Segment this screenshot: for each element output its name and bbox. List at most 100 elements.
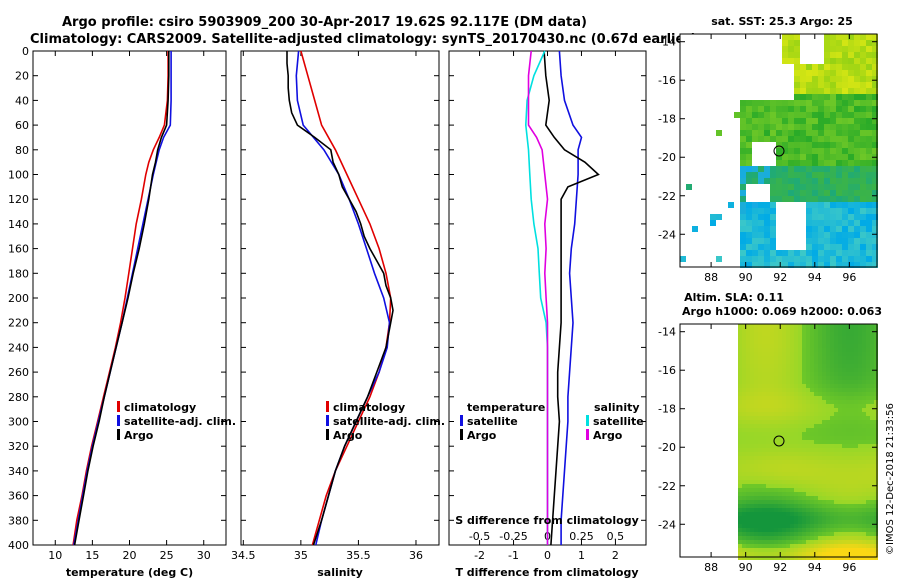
sla-cell — [830, 420, 834, 424]
sla-cell — [862, 424, 866, 428]
sla-cell — [782, 492, 786, 496]
lon-tick-label: 94 — [808, 561, 822, 574]
sst-cell — [842, 106, 848, 112]
sst-cell — [758, 250, 764, 256]
sla-cell — [866, 360, 870, 364]
sst-cell — [740, 220, 746, 226]
sst-cell — [848, 178, 854, 184]
sla-cell — [754, 448, 758, 452]
sst-cell — [794, 52, 800, 58]
sla-cell — [790, 460, 794, 464]
sla-cell — [814, 336, 818, 340]
sst-cell — [860, 238, 866, 244]
sla-cell — [874, 416, 878, 420]
sla-cell — [822, 428, 826, 432]
sst-cell — [770, 232, 776, 238]
sla-cell — [842, 556, 846, 560]
sla-cell — [850, 500, 854, 504]
sla-cell — [758, 520, 762, 524]
sla-cell — [742, 436, 746, 440]
sla-cell — [782, 364, 786, 368]
sst-cell — [740, 232, 746, 238]
sla-cell — [790, 484, 794, 488]
sla-cell — [786, 496, 790, 500]
sla-cell — [758, 484, 762, 488]
sla-cell — [858, 544, 862, 548]
sla-cell — [818, 396, 822, 400]
sst-cell — [812, 256, 818, 262]
sst-cell — [764, 226, 770, 232]
sla-cell — [866, 428, 870, 432]
sla-cell — [738, 384, 742, 388]
sst-cell — [776, 256, 782, 262]
sla-cell — [870, 460, 874, 464]
sla-cell — [746, 420, 750, 424]
sla-cell — [850, 328, 854, 332]
sla-cell — [834, 468, 838, 472]
sla-cell — [762, 480, 766, 484]
sla-cell — [770, 508, 774, 512]
sla-cell — [798, 544, 802, 548]
sst-cell — [752, 166, 758, 172]
sla-cell — [842, 532, 846, 536]
sla-cell — [790, 496, 794, 500]
sst-cell — [806, 262, 812, 268]
x-tick-label: 1 — [578, 549, 585, 562]
sst-cell — [818, 202, 824, 208]
sla-cell — [826, 380, 830, 384]
sla-cell — [806, 348, 810, 352]
sla-cell — [874, 460, 878, 464]
sst-cell — [836, 244, 842, 250]
sla-cell — [838, 364, 842, 368]
sla-cell — [758, 336, 762, 340]
sla-cell — [830, 552, 834, 556]
sla-cell — [790, 348, 794, 352]
sst-cell — [746, 100, 752, 106]
sla-cell — [866, 540, 870, 544]
sla-cell — [738, 328, 742, 332]
sst-cell — [818, 172, 824, 178]
sla-cell — [738, 408, 742, 412]
sst-cell — [818, 250, 824, 256]
sla-cell — [818, 460, 822, 464]
sla-cell — [850, 400, 854, 404]
sla-cell — [854, 476, 858, 480]
sst-cell — [806, 232, 812, 238]
sla-cell — [850, 348, 854, 352]
sst-cell — [866, 226, 872, 232]
sla-cell — [834, 360, 838, 364]
sst-cell — [800, 70, 806, 76]
sla-cell — [786, 500, 790, 504]
sla-cell — [798, 408, 802, 412]
sst-cell — [794, 58, 800, 64]
sla-cell — [758, 496, 762, 500]
sst-cell — [836, 76, 842, 82]
sla-cell — [854, 392, 858, 396]
sla-cell — [830, 556, 834, 560]
sla-cell — [738, 376, 742, 380]
sla-cell — [770, 484, 774, 488]
sst-cell — [782, 190, 788, 196]
sla-cell — [870, 524, 874, 528]
sla-cell — [866, 532, 870, 536]
sla-cell — [770, 440, 774, 444]
sla-cell — [798, 324, 802, 328]
sla-cell — [806, 480, 810, 484]
sst-cell — [854, 166, 860, 172]
sla-cell — [862, 484, 866, 488]
sst-cell — [842, 166, 848, 172]
sla-cell — [810, 460, 814, 464]
sla-cell — [842, 520, 846, 524]
sla-cell — [746, 324, 750, 328]
sla-cell — [826, 540, 830, 544]
sla-cell — [770, 348, 774, 352]
sla-cell — [774, 524, 778, 528]
sla-cell — [798, 384, 802, 388]
x-tick-label: -2 — [474, 549, 485, 562]
sla-cell — [754, 416, 758, 420]
sla-cell — [762, 332, 766, 336]
sla-cell — [798, 464, 802, 468]
sla-cell — [822, 524, 826, 528]
sst-cell — [764, 118, 770, 124]
sst-cell — [806, 70, 812, 76]
